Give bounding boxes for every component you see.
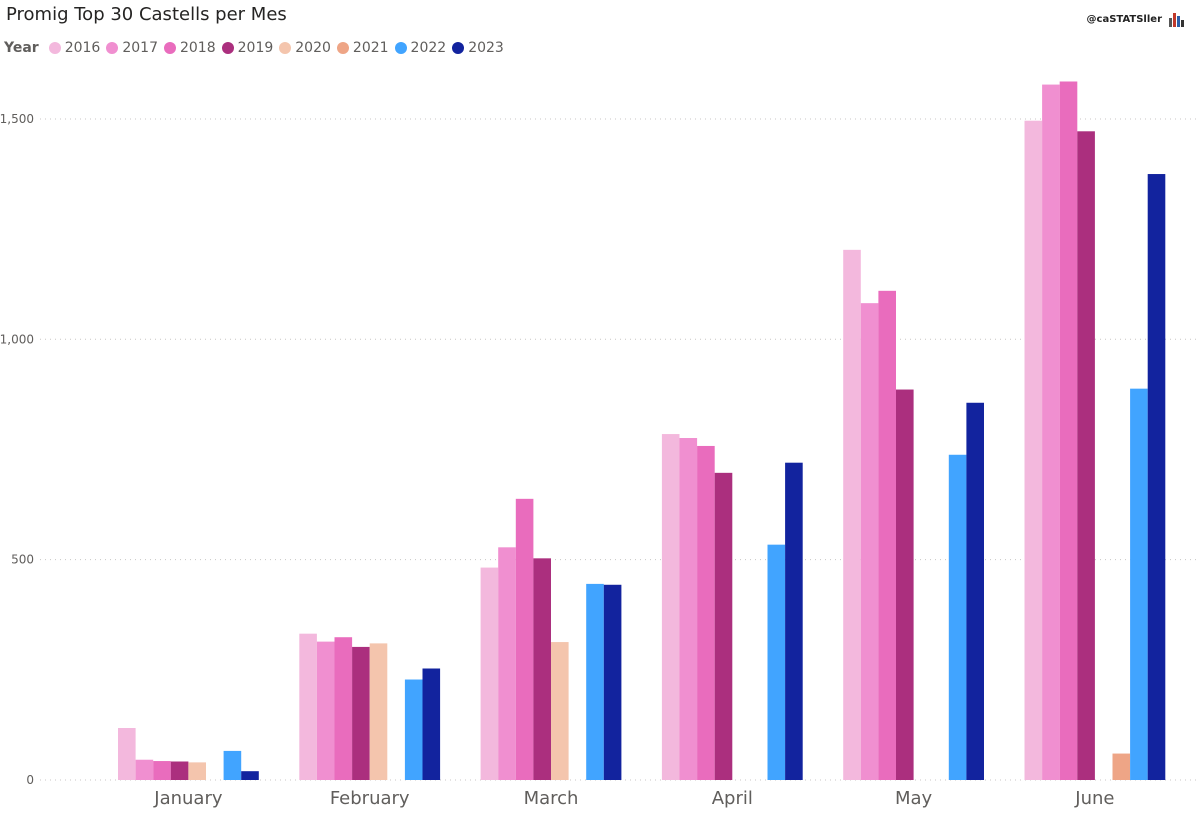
bar-january-2023[interactable] <box>241 771 259 780</box>
legend-swatch <box>394 42 407 54</box>
legend-swatch <box>48 42 61 54</box>
bar-february-2017[interactable] <box>316 641 335 780</box>
bar-january-2020[interactable] <box>188 762 206 780</box>
bar-february-2018[interactable] <box>334 637 353 780</box>
bars <box>118 81 1166 781</box>
bar-march-2017[interactable] <box>498 547 516 780</box>
bar-march-2023[interactable] <box>603 584 622 780</box>
bar-may-2023[interactable] <box>966 402 984 780</box>
legend-item-2016[interactable]: 2016 <box>48 40 101 56</box>
legend-items: 2016 2017 2018 2019 2020 2021 2022 2023 <box>48 40 510 56</box>
y-tick-label: 1,500 <box>0 112 34 126</box>
bar-april-2022[interactable] <box>767 544 786 780</box>
legend-swatch <box>221 42 234 54</box>
legend-item-2021[interactable]: 2021 <box>336 40 389 56</box>
legend-item-2019[interactable]: 2019 <box>221 40 274 56</box>
y-tick-label: 0 <box>26 773 34 787</box>
bar-june-2022[interactable] <box>1130 388 1148 780</box>
y-tick-label: 1,000 <box>0 332 34 346</box>
bar-june-2021[interactable] <box>1112 753 1131 780</box>
x-tick-label: June <box>1074 788 1114 809</box>
bar-may-2022[interactable] <box>948 454 967 780</box>
bar-april-2016[interactable] <box>661 434 680 780</box>
bar-february-2016[interactable] <box>299 633 317 780</box>
legend-item-2018[interactable]: 2018 <box>163 40 216 56</box>
bar-march-2022[interactable] <box>586 583 604 780</box>
bar-january-2022[interactable] <box>223 750 242 780</box>
bar-april-2019[interactable] <box>714 472 733 780</box>
legend-item-2023[interactable]: 2023 <box>452 40 504 56</box>
x-tick-label: April <box>712 788 753 809</box>
bar-january-2016[interactable] <box>118 727 136 780</box>
legend-swatch <box>336 42 349 54</box>
legend-label: 2017 <box>122 40 158 56</box>
bar-february-2023[interactable] <box>422 668 441 780</box>
bar-march-2020[interactable] <box>551 642 569 780</box>
x-tick-label: February <box>330 788 410 809</box>
bar-february-2022[interactable] <box>404 679 423 780</box>
x-tick-label: January <box>153 788 223 809</box>
y-axis-ticks: 0 500 1,000 1,500 <box>0 112 34 787</box>
legend-item-2017[interactable]: 2017 <box>106 40 158 56</box>
legend-label: 2023 <box>468 40 504 56</box>
bar-june-2019[interactable] <box>1077 131 1095 780</box>
legend: Year 2016 2017 2018 2019 2020 2021 2022 2023 <box>4 40 510 56</box>
legend-title: Year <box>4 40 39 56</box>
x-tick-label: March <box>524 788 579 809</box>
bar-january-2017[interactable] <box>135 759 154 780</box>
bar-march-2018[interactable] <box>515 498 534 780</box>
legend-label: 2020 <box>295 40 331 56</box>
legend-swatch <box>163 42 176 54</box>
bar-april-2023[interactable] <box>785 462 803 780</box>
bar-may-2019[interactable] <box>896 389 914 780</box>
legend-label: 2021 <box>352 40 389 56</box>
legend-label: 2018 <box>179 40 216 56</box>
bar-may-2016[interactable] <box>843 249 861 781</box>
legend-label: 2019 <box>237 40 274 56</box>
bar-march-2016[interactable] <box>480 567 499 780</box>
chart-title: Promig Top 30 Castells per Mes <box>6 4 287 25</box>
bar-june-2023[interactable] <box>1147 174 1166 781</box>
legend-swatch <box>452 42 465 54</box>
bar-june-2017[interactable] <box>1042 84 1060 781</box>
bar-june-2016[interactable] <box>1024 120 1043 781</box>
y-tick-label: 500 <box>11 553 34 567</box>
legend-label: 2016 <box>64 40 101 56</box>
bar-january-2018[interactable] <box>153 761 171 780</box>
bar-february-2020[interactable] <box>369 643 388 780</box>
watermark: @caSTATSller <box>1087 10 1186 28</box>
x-tick-label: May <box>895 788 933 809</box>
bar-april-2018[interactable] <box>697 445 715 780</box>
legend-swatch <box>279 42 292 54</box>
bar-february-2019[interactable] <box>352 646 370 780</box>
bar-logo-icon <box>1169 13 1184 27</box>
legend-item-2020[interactable]: 2020 <box>279 40 331 56</box>
bar-january-2019[interactable] <box>170 761 189 780</box>
bar-march-2019[interactable] <box>533 558 551 780</box>
bar-may-2017[interactable] <box>860 303 879 780</box>
watermark-text: @caSTATSller <box>1086 13 1162 25</box>
bar-june-2018[interactable] <box>1059 81 1078 781</box>
legend-swatch <box>106 42 119 54</box>
bar-april-2017[interactable] <box>679 438 698 780</box>
x-axis-ticks: January February March April May June <box>153 788 1114 809</box>
legend-label: 2022 <box>410 40 447 56</box>
bar-may-2018[interactable] <box>878 290 896 780</box>
legend-item-2022[interactable]: 2022 <box>394 40 447 56</box>
